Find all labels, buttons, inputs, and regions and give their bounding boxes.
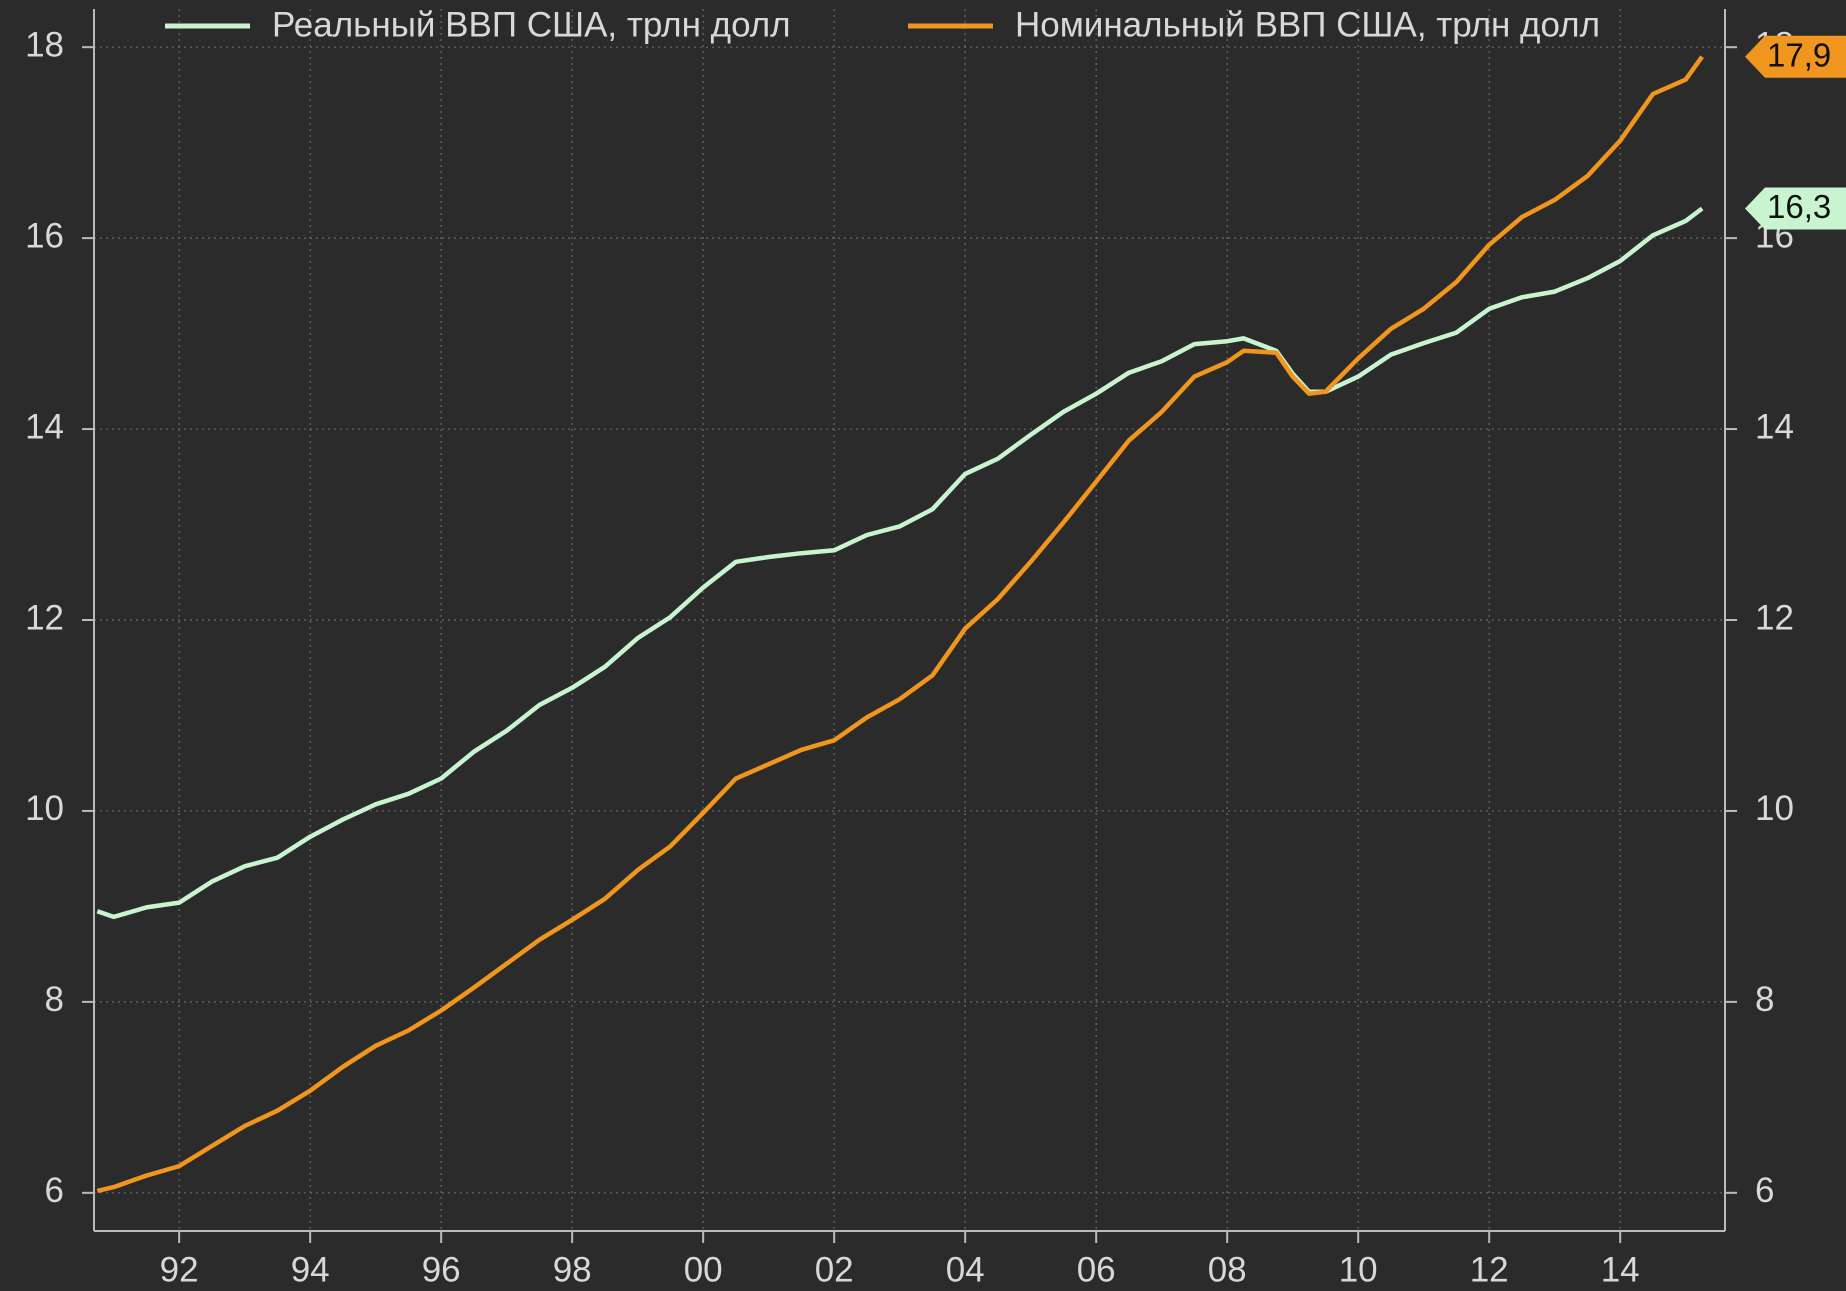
last-value-tag (1745, 35, 1846, 78)
y2-tick-label: 8 (1755, 980, 1774, 1019)
y-tick-label: 12 (25, 598, 64, 637)
x-tick-label: 02 (815, 1250, 854, 1289)
y2-tick-label: 6 (1755, 1171, 1774, 1210)
y-tick-label: 8 (45, 980, 64, 1019)
x-tick-label: 92 (160, 1250, 199, 1289)
x-tick-label: 94 (291, 1250, 330, 1289)
last-value-label: 16,3 (1767, 188, 1831, 225)
legend-label: Реальный ВВП США, трлн долл (272, 5, 791, 44)
x-tick-label: 08 (1208, 1250, 1247, 1289)
y-tick-label: 14 (25, 407, 64, 446)
x-tick-label: 98 (553, 1250, 592, 1289)
last-value-label: 17,9 (1767, 36, 1831, 73)
x-tick-label: 96 (422, 1250, 461, 1289)
y2-tick-label: 10 (1755, 789, 1794, 828)
x-tick-label: 12 (1470, 1250, 1509, 1289)
x-tick-label: 04 (946, 1250, 985, 1289)
y-tick-label: 10 (25, 789, 64, 828)
y-tick-label: 18 (25, 25, 64, 64)
y-tick-label: 16 (25, 216, 64, 255)
y-tick-label: 6 (45, 1171, 64, 1210)
last-value-tag (1745, 187, 1846, 230)
series-line (96, 55, 1704, 1194)
y2-tick-label: 14 (1755, 407, 1794, 446)
x-tick-label: 06 (1077, 1250, 1116, 1289)
x-tick-label: 14 (1601, 1250, 1640, 1289)
series-line (96, 206, 1704, 920)
x-tick-label: 00 (684, 1250, 723, 1289)
y2-tick-label: 12 (1755, 598, 1794, 637)
legend-label: Номинальный ВВП США, трлн долл (1015, 5, 1600, 44)
x-tick-label: 10 (1339, 1250, 1378, 1289)
